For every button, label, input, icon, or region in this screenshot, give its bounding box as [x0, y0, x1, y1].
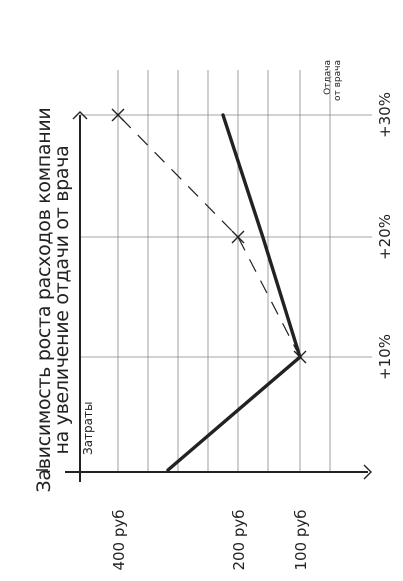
series-group — [111, 108, 307, 472]
y-tick-label-group: 200 руб — [230, 509, 248, 570]
chart-title-line-2: на увеличение отдачи от врача — [51, 145, 73, 454]
x-axis-label-line-1: Отдача — [323, 60, 333, 95]
x-tick-label-group: +20% — [376, 214, 394, 260]
chart-title: Зависимость роста расходов компаниина ув… — [33, 108, 73, 493]
y-axis-label-group: Затраты — [81, 402, 95, 455]
chart-title-group: Зависимость роста расходов компаниина ув… — [33, 108, 73, 493]
series-point-marker — [111, 108, 125, 122]
x-tick-label: +20% — [376, 214, 394, 260]
x-tick-label-group: +30% — [376, 92, 394, 138]
chart-title-line-1: Зависимость роста расходов компании — [33, 108, 55, 493]
x-tick-label: +10% — [376, 334, 394, 380]
series-line-solid — [166, 113, 302, 472]
x-axis-label-group: Отдачаот врача — [323, 60, 343, 101]
x-axis-label: Отдачаот врача — [323, 60, 343, 101]
y-tick-label: 200 руб — [230, 509, 248, 570]
series-line-dashed — [117, 114, 301, 358]
x-tick-label-group: +10% — [376, 334, 394, 380]
gridlines — [80, 70, 372, 472]
y-tick-label-group: 100 руб — [292, 509, 310, 570]
y-tick-label-group: 400 руб — [110, 509, 128, 570]
x-tick-labels: +10% +20% +30% — [376, 92, 394, 380]
x-tick-label: +30% — [376, 92, 394, 138]
y-tick-labels: 100 руб 200 руб 400 руб — [110, 509, 310, 570]
y-tick-label: 400 руб — [110, 509, 128, 570]
series-point-marker — [293, 350, 307, 364]
series-point-marker — [231, 230, 245, 244]
x-axis-arrow — [363, 464, 372, 480]
axes — [36, 111, 372, 482]
y-axis-label: Затраты — [81, 402, 95, 455]
y-axis-arrow — [72, 111, 88, 120]
x-axis-label-line-2: от врача — [333, 60, 343, 101]
y-tick-label: 100 руб — [292, 509, 310, 570]
